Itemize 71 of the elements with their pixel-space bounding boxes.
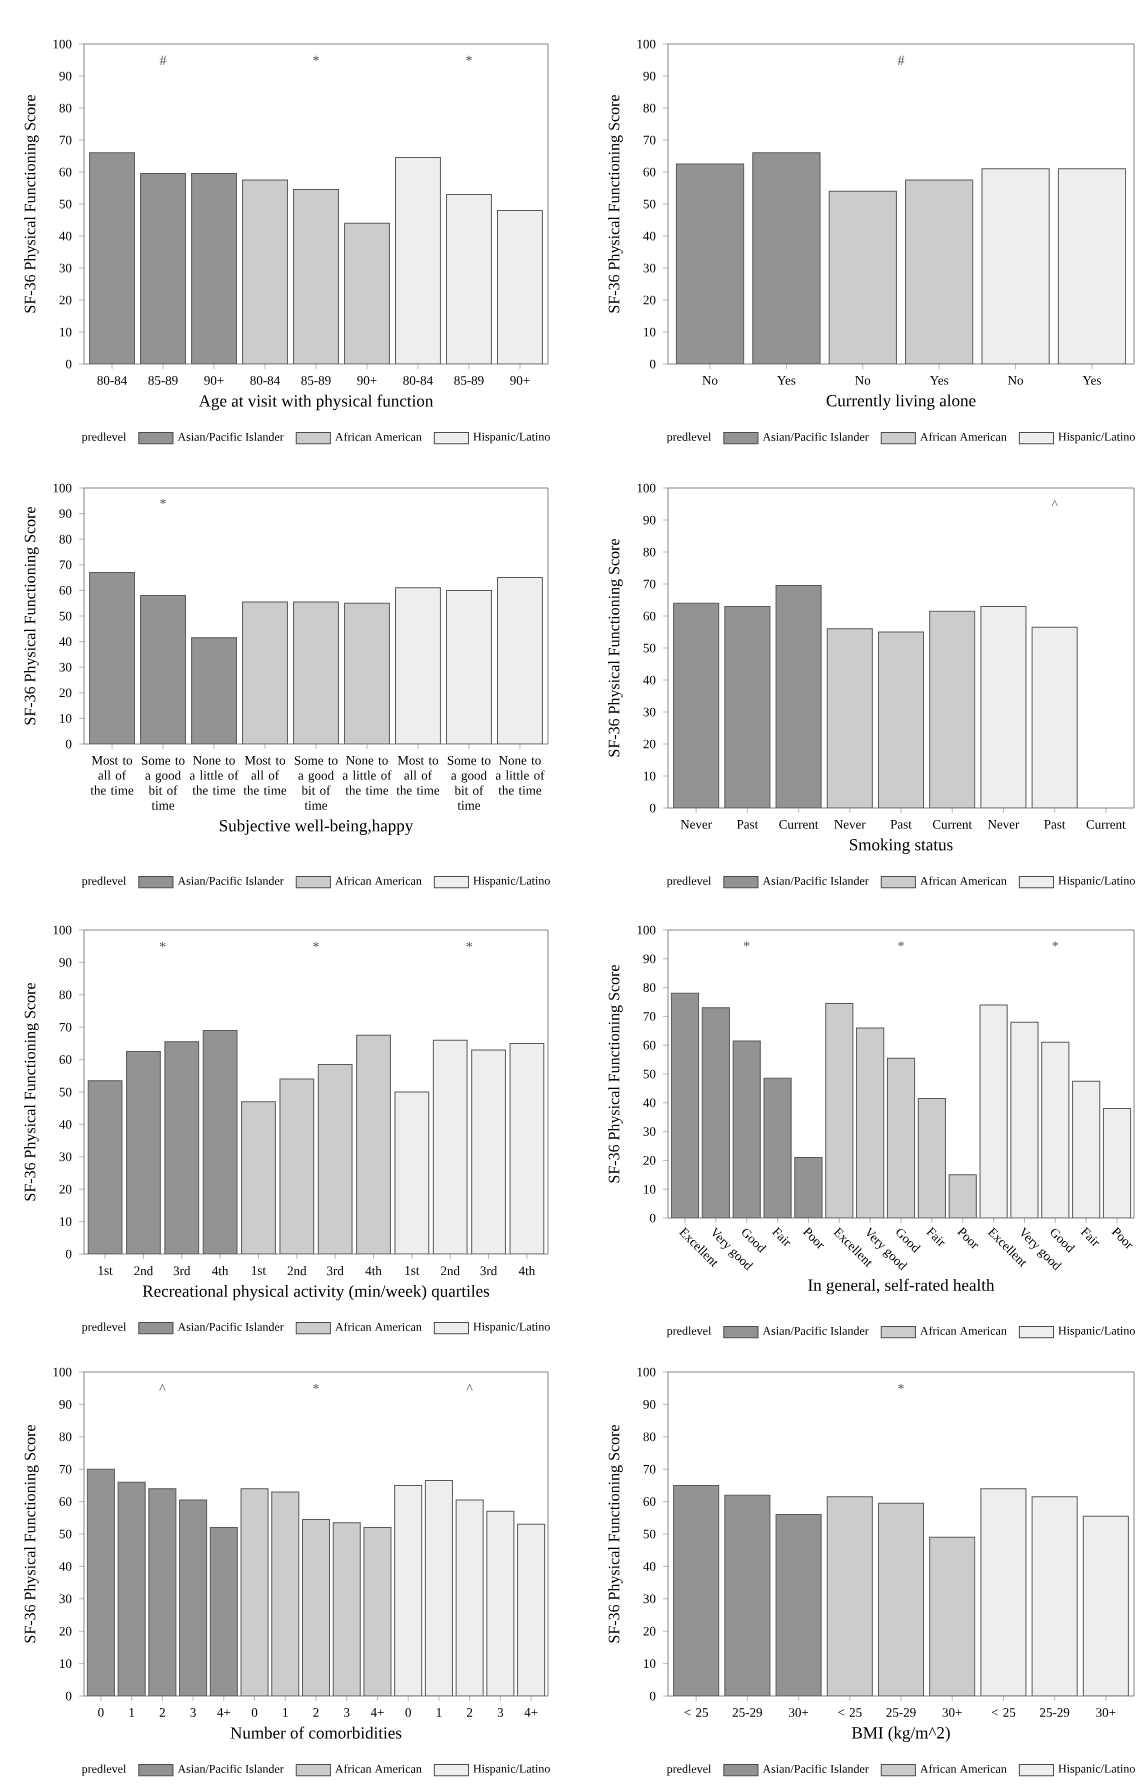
bar xyxy=(1082,1515,1129,1697)
x-axis-title: Currently living alone xyxy=(826,394,976,410)
y-axis-title: SF-36 Physical Functioning Score xyxy=(608,1425,623,1643)
bar xyxy=(752,152,821,364)
bar xyxy=(301,1518,331,1697)
bar xyxy=(929,1536,976,1697)
bar xyxy=(191,637,237,745)
y-axis-title: SF-36 Physical Functioning Score xyxy=(608,95,623,313)
bar xyxy=(432,1039,468,1255)
bar xyxy=(446,590,492,745)
y-axis-title: SF-36 Physical Functioning Score xyxy=(608,965,623,1183)
bar xyxy=(332,1522,361,1697)
bar xyxy=(293,189,339,364)
bar xyxy=(929,610,976,809)
x-axis-title: In general, self-rated health xyxy=(808,1278,995,1295)
bar xyxy=(394,1091,430,1255)
bar xyxy=(980,1488,1027,1697)
bar xyxy=(446,194,492,364)
bar xyxy=(828,190,897,364)
bar xyxy=(724,605,771,809)
bar xyxy=(980,605,1027,809)
x-axis-title: Recreational physical activity (min/week) quartiles xyxy=(142,1284,490,1301)
x-axis-title: Number of comorbidities xyxy=(230,1726,402,1739)
bar xyxy=(905,179,974,364)
bar xyxy=(1072,1080,1101,1219)
bar xyxy=(775,1514,822,1697)
bar xyxy=(344,602,390,745)
bar xyxy=(877,631,925,809)
bar xyxy=(89,571,135,745)
bar xyxy=(242,179,288,364)
bar xyxy=(1031,626,1078,809)
bar xyxy=(724,1494,771,1697)
bar xyxy=(673,602,720,809)
y-axis-title: SF-36 Physical Functioning Score xyxy=(24,507,39,725)
bar xyxy=(1010,1021,1039,1219)
y-axis-title: SF-36 Physical Functioning Score xyxy=(608,539,623,757)
bar xyxy=(395,157,441,364)
y-axis-title: SF-36 Physical Functioning Score xyxy=(24,983,39,1201)
bar xyxy=(675,163,745,364)
x-axis-title: Smoking status xyxy=(849,838,953,854)
bar xyxy=(775,585,822,809)
bar xyxy=(826,1496,873,1697)
bar xyxy=(89,152,135,364)
bar xyxy=(140,595,186,745)
y-axis-title: SF-36 Physical Functioning Score xyxy=(24,1425,39,1643)
bar xyxy=(877,1502,925,1697)
bar xyxy=(140,173,186,364)
x-axis-title: Subjective well-being,happy xyxy=(219,819,414,836)
bar xyxy=(293,601,339,745)
bar xyxy=(395,587,441,745)
bar xyxy=(1102,1108,1132,1219)
bar xyxy=(1057,168,1127,364)
x-axis-title: BMI (kg/m^2) xyxy=(851,1726,950,1743)
bar xyxy=(673,1484,720,1697)
bar xyxy=(471,1049,506,1255)
y-axis-title: SF-36 Physical Functioning Score xyxy=(24,95,39,313)
bar xyxy=(509,1042,545,1255)
bar xyxy=(191,173,237,364)
bar xyxy=(979,1004,1008,1219)
bar xyxy=(344,222,390,364)
bar xyxy=(826,628,873,809)
bar xyxy=(981,168,1050,364)
bar xyxy=(363,1527,392,1697)
x-axis-title: Age at visit with physical function xyxy=(198,394,434,411)
bar xyxy=(242,601,288,745)
bar xyxy=(240,1488,269,1697)
bar xyxy=(497,209,543,364)
bar xyxy=(497,577,543,745)
bar xyxy=(1031,1496,1078,1697)
bar xyxy=(1041,1041,1070,1219)
bar xyxy=(271,1491,300,1697)
